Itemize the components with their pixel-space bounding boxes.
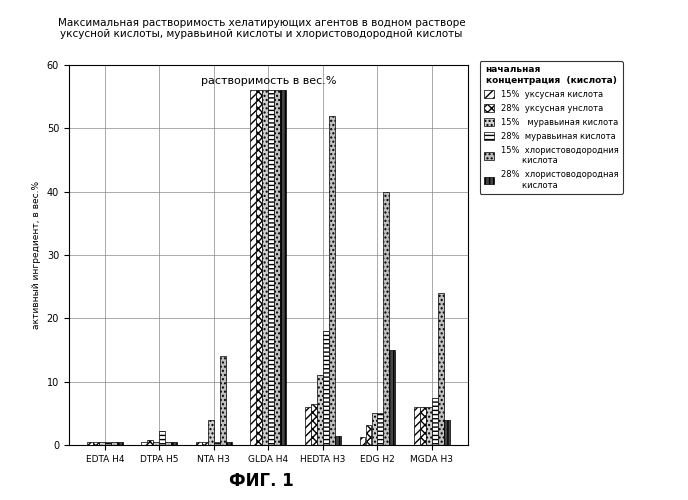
Bar — [389, 350, 395, 445]
Bar — [171, 442, 177, 445]
Bar — [426, 407, 431, 445]
Bar — [444, 420, 450, 445]
Bar — [281, 90, 286, 445]
Bar — [438, 293, 444, 445]
Bar — [117, 442, 122, 445]
Bar — [153, 442, 159, 445]
Bar — [214, 442, 219, 445]
Bar — [317, 376, 323, 445]
Bar — [305, 407, 311, 445]
Bar — [275, 90, 280, 445]
Bar — [196, 442, 202, 445]
Bar — [414, 407, 420, 445]
Bar — [378, 414, 383, 445]
Bar — [372, 414, 377, 445]
Bar — [335, 436, 341, 445]
Bar — [360, 438, 365, 445]
Bar — [142, 442, 147, 445]
Bar — [432, 398, 438, 445]
Bar — [165, 442, 171, 445]
Bar — [257, 90, 262, 445]
Bar — [99, 442, 105, 445]
Bar — [329, 116, 334, 445]
Bar — [311, 404, 316, 445]
Text: растворимость в вес.%: растворимость в вес.% — [201, 76, 336, 86]
Text: Максимальная растворимость хелатирующих агентов в водном растворе
уксусной кисло: Максимальная растворимость хелатирующих … — [58, 18, 465, 39]
Bar — [160, 431, 165, 445]
Bar — [263, 90, 268, 445]
Bar — [105, 442, 111, 445]
Bar — [111, 442, 117, 445]
Bar — [220, 356, 226, 445]
Bar — [208, 420, 214, 445]
Bar — [147, 440, 153, 445]
Y-axis label: активный ингредиент, в вес.%: активный ингредиент, в вес.% — [32, 181, 41, 329]
Bar — [226, 442, 232, 445]
Bar — [87, 442, 93, 445]
Text: ФИГ. 1: ФИГ. 1 — [229, 472, 294, 490]
Bar — [268, 90, 274, 445]
Bar — [365, 424, 372, 445]
Bar — [420, 407, 426, 445]
Bar — [93, 442, 98, 445]
Bar — [323, 331, 329, 445]
Legend: 15%  уксусная кислота, 28%  уксусная унслота, 15%   муравьиная кислота, 28%  мур: 15% уксусная кислота, 28% уксусная унсло… — [480, 61, 623, 194]
Bar — [383, 192, 389, 445]
Bar — [202, 442, 208, 445]
Bar — [250, 90, 256, 445]
